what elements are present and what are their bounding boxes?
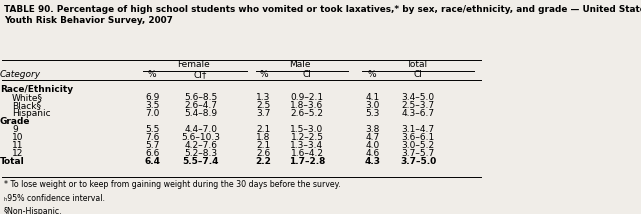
Text: 3.4–5.0: 3.4–5.0 [402, 93, 435, 102]
Text: ₕ95% confidence interval.: ₕ95% confidence interval. [4, 194, 105, 203]
Text: 2.6–4.7: 2.6–4.7 [184, 101, 217, 110]
Text: Male: Male [289, 60, 310, 69]
Text: 5.2–8.3: 5.2–8.3 [184, 149, 217, 158]
Text: 11: 11 [12, 141, 24, 150]
Text: %: % [148, 70, 156, 79]
Text: 6.4: 6.4 [144, 158, 160, 166]
Text: 10: 10 [12, 133, 24, 142]
Text: * To lose weight or to keep from gaining weight during the 30 days before the su: * To lose weight or to keep from gaining… [4, 180, 340, 189]
Text: 2.5: 2.5 [256, 101, 271, 110]
Text: 1.7–2.8: 1.7–2.8 [289, 158, 325, 166]
Text: 1.6–4.2: 1.6–4.2 [290, 149, 324, 158]
Text: Grade: Grade [0, 117, 31, 126]
Text: TABLE 90. Percentage of high school students who vomited or took laxatives,* by : TABLE 90. Percentage of high school stud… [4, 5, 641, 25]
Text: §Non-Hispanic.: §Non-Hispanic. [4, 207, 62, 214]
Text: 2.2: 2.2 [256, 158, 271, 166]
Text: 3.7–5.0: 3.7–5.0 [400, 158, 437, 166]
Text: 6.6: 6.6 [145, 149, 160, 158]
Text: 5.3: 5.3 [365, 109, 379, 118]
Text: 2.1: 2.1 [256, 125, 271, 134]
Text: Hispanic: Hispanic [12, 109, 51, 118]
Text: 4.2–7.6: 4.2–7.6 [184, 141, 217, 150]
Text: 5.6–8.5: 5.6–8.5 [184, 93, 217, 102]
Text: Female: Female [177, 60, 210, 69]
Text: 2.6: 2.6 [256, 149, 271, 158]
Text: 5.7: 5.7 [145, 141, 160, 150]
Text: 3.1–4.7: 3.1–4.7 [402, 125, 435, 134]
Text: Category: Category [0, 70, 41, 79]
Text: 4.7: 4.7 [365, 133, 379, 142]
Text: 5.5–7.4: 5.5–7.4 [183, 158, 219, 166]
Text: CI: CI [303, 70, 312, 79]
Text: 2.5–3.7: 2.5–3.7 [402, 101, 435, 110]
Text: 1.3–3.4: 1.3–3.4 [290, 141, 324, 150]
Text: 4.6: 4.6 [365, 149, 379, 158]
Text: 4.0: 4.0 [365, 141, 379, 150]
Text: 7.6: 7.6 [145, 133, 160, 142]
Text: 3.6–6.1: 3.6–6.1 [401, 133, 435, 142]
Text: 5.4–8.9: 5.4–8.9 [184, 109, 217, 118]
Text: White§: White§ [12, 93, 43, 102]
Text: 3.0: 3.0 [365, 101, 379, 110]
Text: 1.5–3.0: 1.5–3.0 [290, 125, 324, 134]
Text: 2.1: 2.1 [256, 141, 271, 150]
Text: 12: 12 [12, 149, 24, 158]
Text: 6.9: 6.9 [145, 93, 160, 102]
Text: Race/Ethnicity: Race/Ethnicity [0, 85, 73, 94]
Text: 3.5: 3.5 [145, 101, 160, 110]
Text: 9: 9 [12, 125, 18, 134]
Text: 4.3: 4.3 [364, 158, 380, 166]
Text: 3.8: 3.8 [365, 125, 379, 134]
Text: 4.4–7.0: 4.4–7.0 [184, 125, 217, 134]
Text: %: % [368, 70, 376, 79]
Text: 5.5: 5.5 [145, 125, 160, 134]
Text: 1.8–3.6: 1.8–3.6 [290, 101, 324, 110]
Text: CI†: CI† [194, 70, 207, 79]
Text: 4.3–6.7: 4.3–6.7 [402, 109, 435, 118]
Text: %: % [259, 70, 268, 79]
Text: 7.0: 7.0 [145, 109, 160, 118]
Text: 5.6–10.3: 5.6–10.3 [181, 133, 220, 142]
Text: 4.1: 4.1 [365, 93, 379, 102]
Text: 1.8: 1.8 [256, 133, 271, 142]
Text: 1.2–2.5: 1.2–2.5 [290, 133, 324, 142]
Text: 2.6–5.2: 2.6–5.2 [290, 109, 324, 118]
Text: CI: CI [413, 70, 422, 79]
Text: 3.7–5.7: 3.7–5.7 [401, 149, 435, 158]
Text: 3.0–5.2: 3.0–5.2 [402, 141, 435, 150]
Text: Black§: Black§ [12, 101, 41, 110]
Text: 1.3: 1.3 [256, 93, 271, 102]
Text: 3.7: 3.7 [256, 109, 271, 118]
Text: Total: Total [406, 60, 428, 69]
Text: Total: Total [0, 158, 25, 166]
Text: 0.9–2.1: 0.9–2.1 [290, 93, 324, 102]
